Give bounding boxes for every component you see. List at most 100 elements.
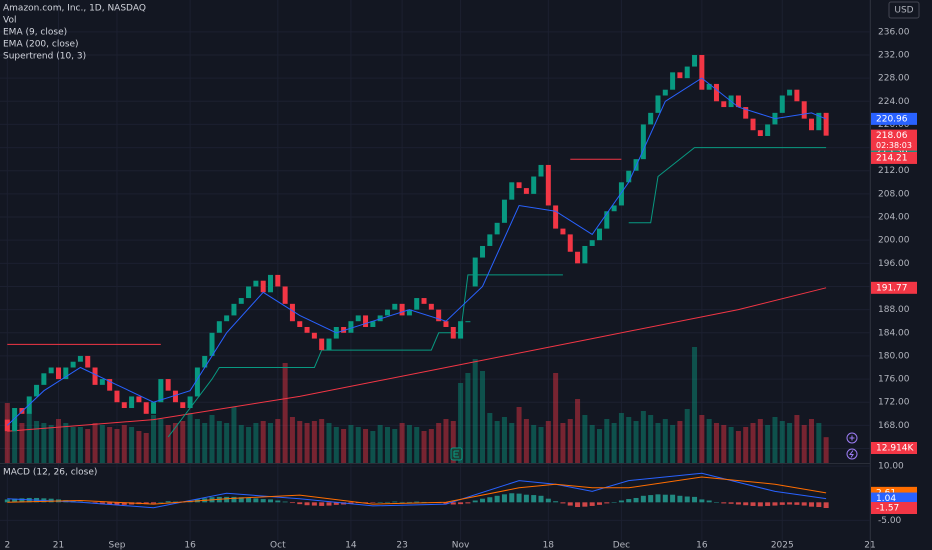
macd-histogram-bar <box>99 502 105 505</box>
macd-histogram-bar <box>728 502 734 504</box>
alert-icon[interactable] <box>846 448 858 460</box>
currency-box[interactable] <box>888 1 920 19</box>
candle-body <box>12 408 18 432</box>
candle-body <box>523 188 529 194</box>
y-tick-label: 196.00 <box>878 259 910 269</box>
candle-body <box>121 402 127 409</box>
volume-bar <box>114 429 120 463</box>
candle-body <box>794 89 800 102</box>
macd-histogram-bar <box>151 502 157 504</box>
x-tick-label: 21 <box>53 541 64 550</box>
macd-histogram-bar <box>458 502 464 505</box>
macd-histogram-bar <box>319 502 325 506</box>
price-label: 220.96 <box>876 114 908 124</box>
volume-bar <box>121 425 127 463</box>
volume-label-box <box>871 442 917 454</box>
ema9-line <box>6 77 827 426</box>
volume-bar <box>494 421 500 463</box>
candle-body <box>85 355 91 368</box>
candle-body <box>487 234 493 246</box>
volume-bar <box>99 425 105 463</box>
x-tick-label: 2 <box>4 541 10 550</box>
candle-body <box>311 332 317 339</box>
macd-histogram-bar <box>268 499 274 503</box>
candle-body <box>501 199 507 223</box>
y-tick-label: 172.00 <box>878 398 910 408</box>
price-label-box <box>871 112 917 125</box>
y-tick-label: 228.00 <box>878 74 910 84</box>
volume-bar <box>421 431 427 463</box>
candle-body <box>618 182 624 206</box>
volume-bar <box>326 423 332 463</box>
volume-bar <box>224 423 230 463</box>
candle-body <box>165 379 171 391</box>
volume-bar <box>48 425 54 463</box>
add-icon[interactable] <box>846 432 858 444</box>
macd-histogram-bar <box>92 502 98 504</box>
candle-body <box>480 245 486 258</box>
candle-body <box>684 66 690 79</box>
macd-label-box <box>871 492 917 505</box>
macd-histogram-bar <box>224 496 230 503</box>
macd-histogram-bar <box>348 502 354 504</box>
volume-bar <box>589 425 595 463</box>
volume-bar <box>721 425 727 463</box>
macd-label: -1.57 <box>876 504 899 514</box>
volume-bar <box>151 415 157 463</box>
volume-bar <box>553 373 559 463</box>
macd-histogram-bar <box>509 493 515 503</box>
volume-bar <box>275 419 281 463</box>
volume-bar <box>341 429 347 463</box>
volume-bar <box>677 421 683 463</box>
candle-body <box>187 396 193 409</box>
candle-body <box>779 95 785 113</box>
macd-histogram-bar <box>289 502 295 504</box>
candle-body <box>677 72 683 79</box>
volume-bar <box>779 421 785 463</box>
candle-body <box>531 176 537 194</box>
volume-bar <box>765 425 771 463</box>
macd-histogram-bar <box>750 502 756 506</box>
volume-bar <box>640 411 646 463</box>
candle-body <box>735 95 741 108</box>
macd-histogram-bar <box>4 499 10 503</box>
macd-histogram-bar <box>589 502 595 506</box>
price-label: 218.06 <box>876 131 908 141</box>
macd-histogram-bar <box>165 501 171 503</box>
candle-body <box>268 274 274 293</box>
y-tick-label: 204.00 <box>878 213 910 223</box>
volume-bar <box>757 419 763 463</box>
candle-body <box>172 390 178 403</box>
macd-histogram-bar <box>114 502 120 505</box>
macd-histogram-bar <box>684 496 690 503</box>
candle-body <box>509 182 515 200</box>
candle-body <box>787 89 793 96</box>
candle-body <box>414 298 420 310</box>
volume-bar <box>231 407 237 463</box>
volume-bar <box>706 419 712 463</box>
volume-bar <box>692 347 698 463</box>
x-tick-label: 2025 <box>771 541 794 550</box>
candle-body <box>282 286 288 304</box>
volume-bar <box>260 421 266 463</box>
y-tick-label: 184.00 <box>878 328 910 338</box>
y-tick-label: -5.00 <box>878 516 902 526</box>
candle-body <box>260 280 266 293</box>
candle-body <box>289 303 295 322</box>
macd-histogram-bar <box>414 501 420 503</box>
macd-histogram-bar <box>501 494 507 503</box>
x-tick-label: 18 <box>543 541 555 550</box>
y-tick-label: 180.00 <box>878 351 910 361</box>
macd-histogram-bar <box>553 501 559 503</box>
candle-body <box>151 402 157 414</box>
candle-body <box>450 326 456 339</box>
candle-body <box>202 355 208 368</box>
volume-bar <box>655 423 661 463</box>
candle-body <box>238 298 244 304</box>
candle-body <box>209 332 215 356</box>
y-tick-label: 220.00 <box>878 120 910 130</box>
macd-histogram-bar <box>648 495 654 503</box>
macd-histogram-bar <box>363 502 369 504</box>
macd-label: 1.04 <box>876 494 896 504</box>
macd-histogram-bar <box>809 502 815 507</box>
